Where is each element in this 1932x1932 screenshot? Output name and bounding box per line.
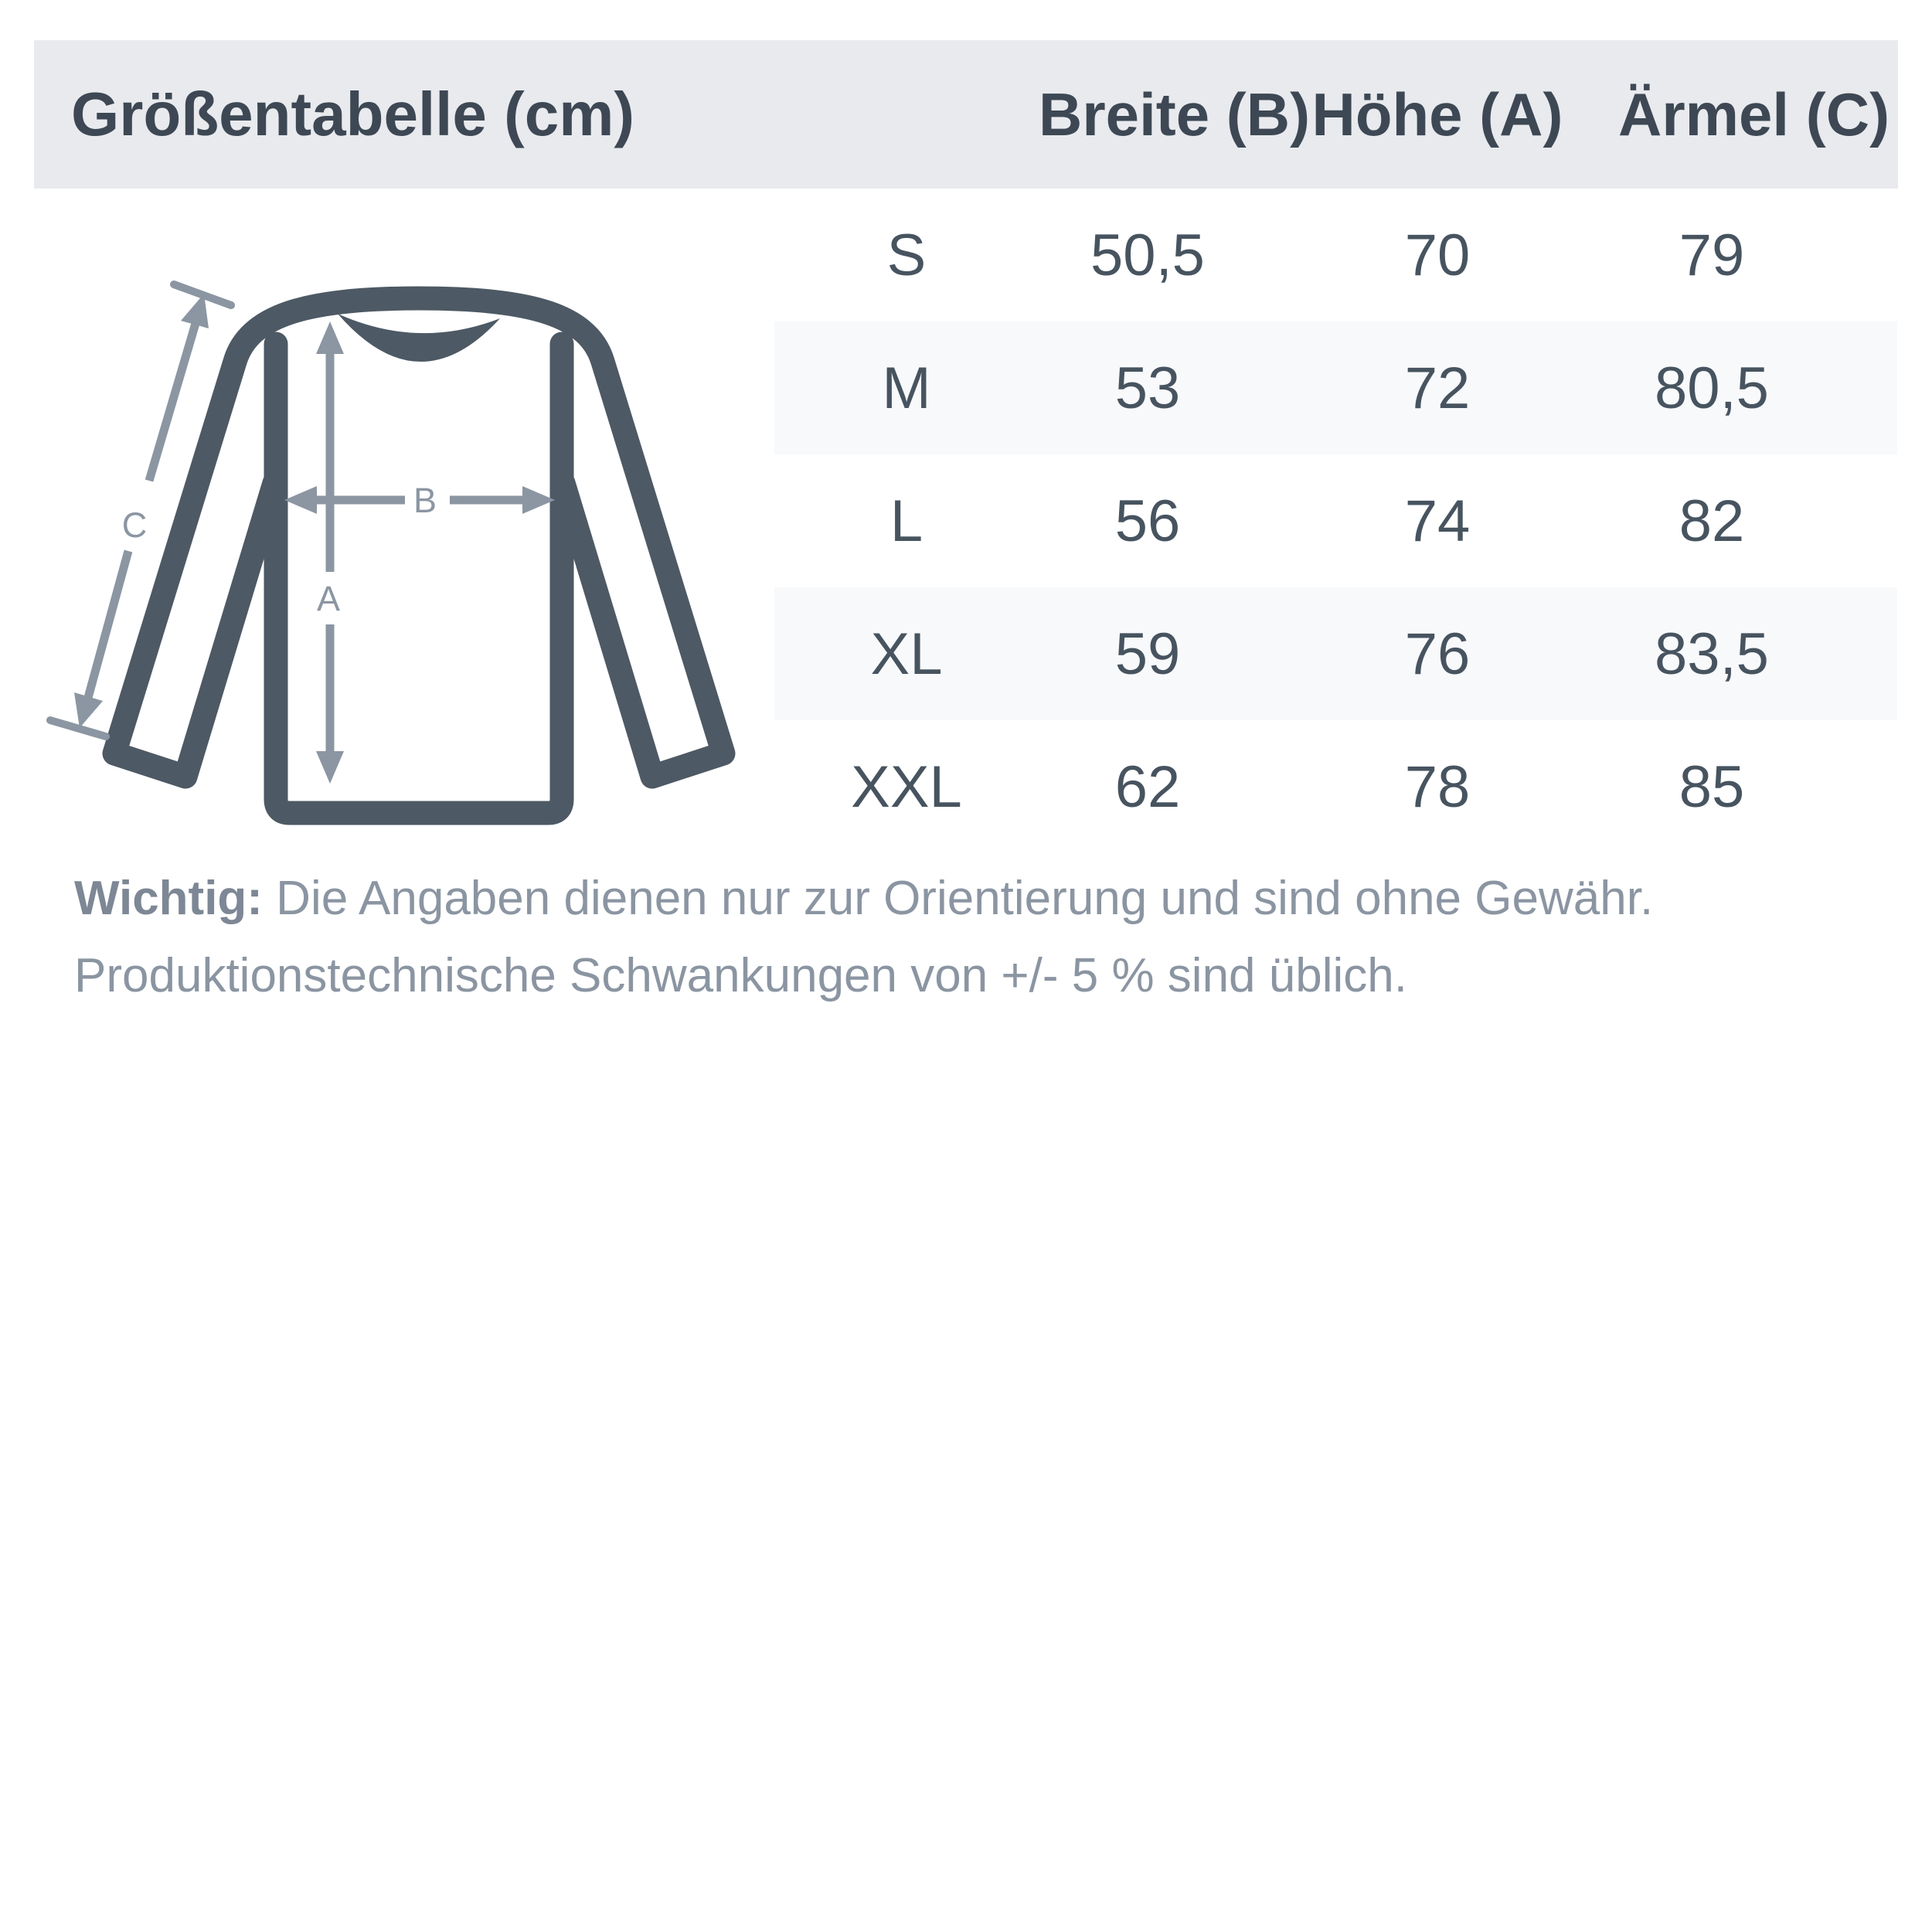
sweater-measurement-diagram: A B C [46, 281, 736, 825]
size-cell: S [886, 222, 927, 288]
disclaimer-note: Wichtig: Die Angaben dienen nur zur Orie… [74, 860, 1875, 1015]
hoehe-cell: 72 [1404, 355, 1471, 421]
aermel-cell: 83,5 [1655, 621, 1769, 687]
table-row: XXL 62 78 85 [774, 720, 1897, 853]
aermel-cell: 85 [1679, 753, 1745, 820]
column-headers: Breite (B) Höhe (A) Ärmel (C) [774, 80, 1890, 150]
table-row: XL 59 76 83,5 [774, 587, 1897, 720]
disclaimer-line-1: Wichtig: Die Angaben dienen nur zur Orie… [74, 872, 1654, 925]
aermel-cell: 80,5 [1655, 355, 1769, 421]
arrowhead-up-right-icon [181, 294, 209, 328]
breite-cell: 56 [1114, 488, 1181, 554]
table-row: S 50,5 70 79 [774, 189, 1897, 321]
sweater-body-outline [264, 332, 574, 825]
size-cell: XL [870, 621, 943, 687]
dimension-arrow-b: B [284, 481, 555, 520]
arrowhead-left-icon [284, 486, 317, 514]
column-header-hoehe: Höhe (A) [1311, 80, 1563, 148]
hoehe-cell: 78 [1404, 753, 1471, 820]
column-header-aermel: Ärmel (C) [1618, 80, 1890, 148]
column-header-breite: Breite (B) [1039, 80, 1311, 148]
label-a: A [317, 579, 340, 618]
sweater-sleeves-outline [102, 286, 736, 789]
breite-cell: 59 [1114, 621, 1181, 687]
arrowhead-right-icon [522, 486, 555, 514]
size-cell: XXL [851, 753, 962, 820]
hoehe-cell: 74 [1404, 488, 1471, 554]
label-b: B [413, 481, 437, 520]
arrowhead-up-icon [316, 321, 344, 354]
aermel-cell: 79 [1679, 222, 1745, 288]
arrowhead-down-icon [316, 751, 344, 784]
table-header-bar: Größentabelle (cm) Breite (B) Höhe (A) Ä… [34, 40, 1898, 189]
dimension-tick-icon [46, 716, 110, 740]
breite-cell: 53 [1114, 355, 1181, 421]
hoehe-cell: 76 [1404, 621, 1471, 687]
breite-cell: 62 [1114, 753, 1181, 820]
dimension-arrow-c: C [46, 281, 235, 740]
table-row: M 53 72 80,5 [774, 321, 1897, 454]
size-cell: L [889, 488, 923, 554]
disclaimer-bold-prefix: Wichtig: [74, 872, 263, 925]
size-cell: M [882, 355, 931, 421]
breite-cell: 50,5 [1090, 222, 1205, 288]
disclaimer-line-2: Produktionstechnische Schwankungen von +… [74, 949, 1407, 1002]
table-row: L 56 74 82 [774, 454, 1897, 587]
label-c: C [122, 505, 148, 545]
arrowhead-down-left-icon [74, 692, 103, 728]
hoehe-cell: 70 [1404, 222, 1471, 288]
dimension-tick-icon [170, 281, 235, 309]
page-title: Größentabelle (cm) [71, 80, 635, 148]
aermel-cell: 82 [1679, 488, 1745, 554]
dimension-arrow-a: A [316, 321, 344, 784]
collar-icon [338, 314, 500, 362]
